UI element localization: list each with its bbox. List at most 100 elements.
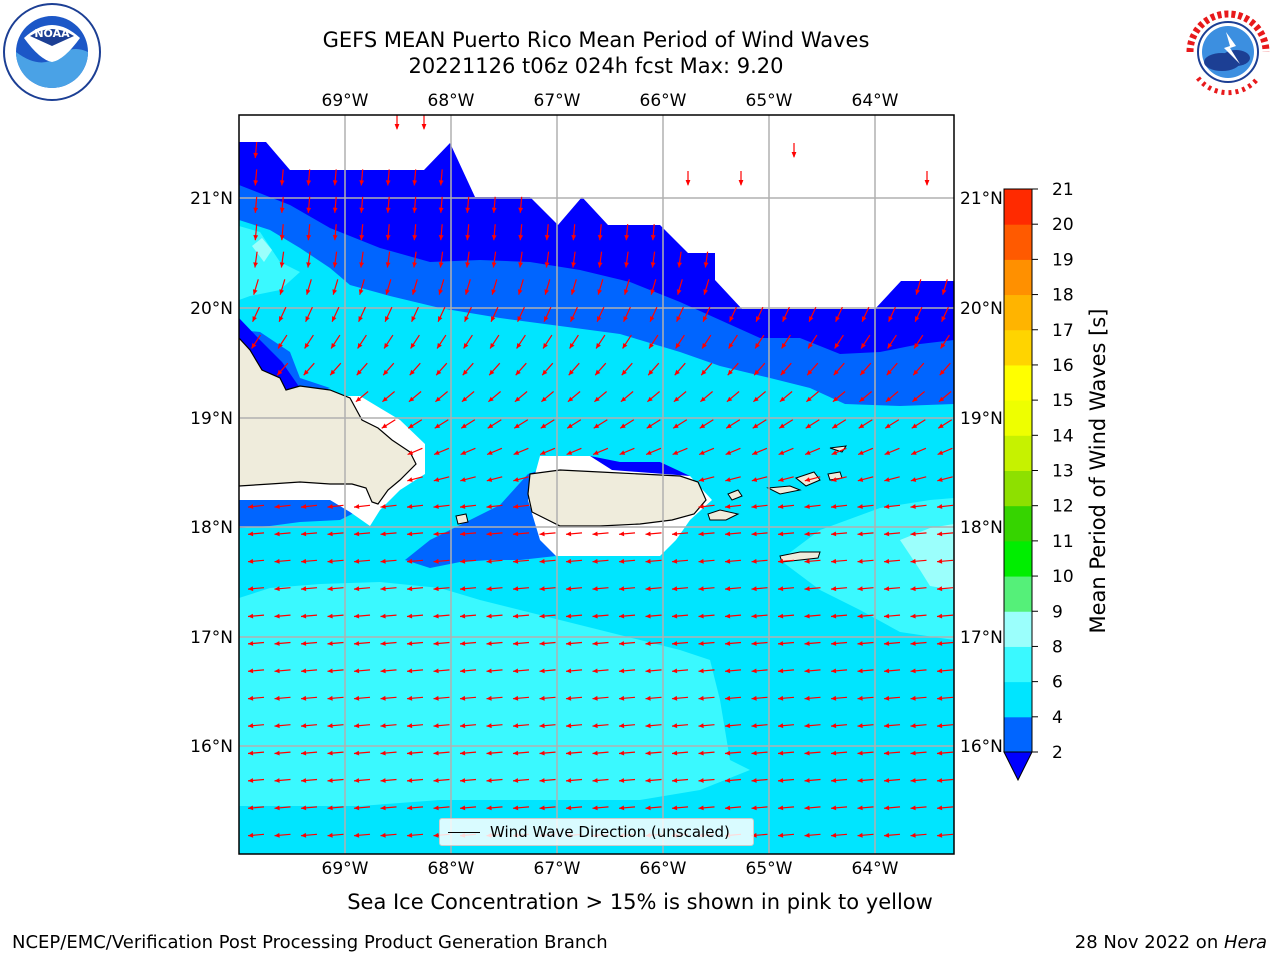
wave-arrow-head	[884, 558, 890, 564]
land-puerto-rico	[527, 469, 707, 527]
wave-arrow-head	[698, 586, 704, 592]
wave-arrow-head	[645, 723, 651, 729]
wave-arrow-head	[751, 832, 757, 838]
top-lon-tick-3: 67°W	[534, 91, 581, 111]
wave-arrow-head	[252, 316, 257, 322]
wave-arrow-head	[407, 558, 413, 564]
wave-arrow-head	[884, 531, 890, 537]
wave-arrow-head	[486, 613, 492, 619]
wave-arrow-head	[433, 504, 439, 509]
wave-arrow-head	[885, 423, 891, 429]
wave-arrow-head	[465, 235, 471, 241]
wave-arrow-head	[327, 750, 333, 756]
left-lat-tick-1: 21°N	[190, 189, 233, 209]
wave-arrow-head	[566, 695, 572, 701]
wave-arrow-head	[592, 586, 598, 592]
wave-arrow-head	[860, 369, 866, 376]
wave-arrow-head	[940, 343, 946, 349]
wave-arrow-head	[438, 289, 443, 295]
wave-arrow-head	[727, 369, 733, 376]
wave-arrow-head	[941, 289, 947, 295]
wave-arrow-head	[646, 450, 652, 455]
wave-arrow-head	[306, 262, 311, 268]
wave-arrow-head	[301, 668, 307, 674]
wave-arrow-head	[539, 723, 545, 729]
wave-arrow-head	[279, 207, 285, 213]
wave-arrow-head	[380, 504, 386, 509]
wave-arrow-head	[672, 531, 678, 537]
wave-arrow-head	[381, 423, 388, 429]
wave-arrow-head	[831, 450, 838, 455]
wave-arrow-head	[835, 316, 840, 322]
wave-arrow-head	[382, 396, 388, 402]
wave-arrow-head	[567, 423, 573, 429]
wave-arrow-head	[491, 207, 497, 213]
wave-arrow-head	[277, 369, 283, 376]
wave-arrow-head	[915, 316, 920, 322]
wave-arrow-head	[252, 289, 258, 295]
wave-arrow-head	[566, 586, 572, 592]
wave-arrow-head	[412, 207, 418, 213]
wave-arrow-head	[566, 641, 572, 646]
wave-arrow-head	[857, 558, 863, 564]
wave-arrow-head	[672, 805, 678, 811]
wave-arrow-head	[592, 613, 598, 619]
wave-arrow-head	[701, 369, 707, 376]
wave-arrow-head	[698, 695, 704, 701]
wave-arrow-head	[465, 262, 470, 268]
wind-wave-legend: Wind Wave Direction (unscaled)	[439, 818, 754, 846]
colorbar-tick-label: 20	[1052, 215, 1074, 235]
wave-arrow-head	[433, 805, 439, 811]
wave-arrow-head	[407, 450, 414, 455]
wave-arrow-head	[486, 778, 492, 783]
graticule	[239, 115, 954, 854]
wave-arrow-head	[937, 668, 943, 674]
wave-arrow-head	[380, 832, 386, 838]
wave-arrow-head	[674, 369, 680, 376]
wave-arrow-head	[486, 695, 492, 701]
wave-arrow-head	[645, 695, 651, 701]
wave-arrow-head	[676, 289, 682, 295]
wave-arrow-head	[778, 613, 784, 619]
chart-title: GEFS MEAN Puerto Rico Mean Period of Win…	[322, 28, 870, 52]
wave-arrow-head	[834, 343, 840, 349]
wave-arrow-head	[703, 289, 708, 295]
colorbar-swatch	[1004, 540, 1032, 577]
wave-arrow-head	[884, 695, 890, 701]
colorbar-swatch	[1004, 716, 1032, 753]
wave-arrow-head	[412, 235, 418, 241]
wave-arrow-head	[355, 396, 362, 402]
colorbar-tick-label: 8	[1052, 637, 1063, 657]
wave-arrow-head	[751, 805, 757, 811]
wave-arrow-head	[937, 558, 943, 564]
wave-arrow-head	[861, 343, 866, 349]
wave-arrow-head	[327, 668, 333, 674]
colorbar-under-extend	[1003, 751, 1033, 782]
wave-arrow-head	[672, 695, 678, 701]
wave-arrow-head	[327, 531, 333, 537]
wave-arrow-head	[778, 805, 784, 811]
wave-arrow-head	[279, 235, 285, 241]
wave-arrow-head	[539, 558, 545, 564]
wave-arrow-head	[937, 531, 943, 537]
wave-arrow-head	[592, 695, 598, 701]
wave-arrow-head	[910, 504, 916, 509]
wave-arrow-head	[248, 778, 254, 783]
wave-arrow-head	[385, 207, 391, 213]
wave-arrow-head	[359, 180, 365, 186]
wave-arrow-head	[809, 316, 814, 322]
wave-arrow-head	[358, 289, 364, 295]
wave-arrow-head	[305, 316, 310, 322]
wave-arrow-head	[857, 586, 863, 592]
wave-arrow-head	[778, 695, 784, 701]
bottom-lon-tick-5: 65°W	[746, 859, 793, 879]
wave-arrow-head	[327, 832, 333, 838]
wave-arrow-head	[725, 450, 732, 455]
wave-arrow-head	[301, 504, 307, 509]
wave-arrow-head	[910, 668, 916, 674]
wave-arrow-head	[513, 558, 519, 564]
wave-arrow-head	[464, 316, 469, 322]
top-lon-tick-5: 65°W	[746, 91, 793, 111]
land-hispaniola	[239, 337, 417, 505]
period-band-8-9s-east	[900, 524, 954, 590]
